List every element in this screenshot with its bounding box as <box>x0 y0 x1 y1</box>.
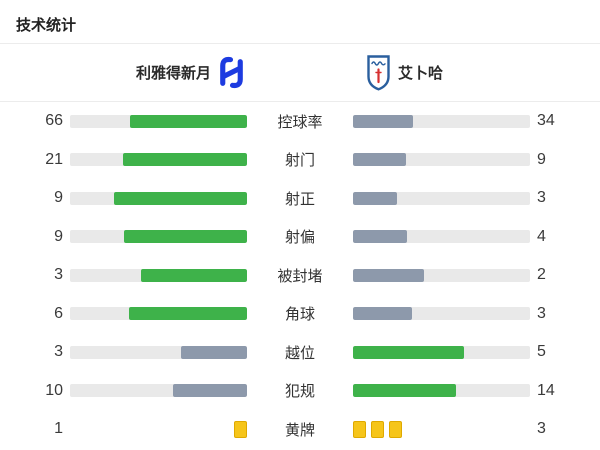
stat-row: 3 被封堵 2 <box>0 256 600 295</box>
home-team-header[interactable]: 利雅得新月 <box>0 55 300 90</box>
home-value: 10 <box>45 381 63 399</box>
home-value: 1 <box>54 420 63 438</box>
stat-row: 66 控球率 34 <box>0 102 600 141</box>
home-value: 21 <box>45 150 63 168</box>
away-bar <box>353 345 530 359</box>
away-team-header[interactable]: 艾卜哈 <box>300 54 600 91</box>
home-bar <box>70 153 247 167</box>
away-bar <box>353 384 530 398</box>
away-bar <box>353 420 530 438</box>
yellow-card-icon <box>353 420 366 438</box>
away-value: 14 <box>537 381 555 399</box>
home-bar <box>70 307 247 321</box>
away-value: 9 <box>537 150 546 168</box>
away-value: 3 <box>537 189 546 207</box>
away-bar <box>353 191 530 205</box>
stat-label: 射偏 <box>284 229 315 247</box>
away-value: 4 <box>537 227 546 245</box>
stat-row: 9 射偏 4 <box>0 218 600 257</box>
page-title: 技术统计 <box>0 0 600 44</box>
stat-label: 黄牌 <box>284 421 315 439</box>
home-value: 6 <box>54 304 63 322</box>
home-bar <box>70 230 247 244</box>
yellow-card-icon <box>371 420 384 438</box>
stat-row: 10 犯规 14 <box>0 372 600 411</box>
stat-row: 21 射门 9 <box>0 141 600 180</box>
away-value: 3 <box>537 304 546 322</box>
away-value: 34 <box>537 112 555 130</box>
stat-row: 9 射正 3 <box>0 179 600 218</box>
stats-rows: 66 控球率 34 21 射门 9 9 射正 3 9 射偏 4 3 被封堵 2 … <box>0 102 600 449</box>
stat-label: 被封堵 <box>277 267 323 285</box>
stat-label: 犯规 <box>284 383 315 401</box>
home-value: 66 <box>45 112 63 130</box>
home-team-name: 利雅得新月 <box>135 65 211 82</box>
stat-label: 控球率 <box>277 113 323 131</box>
away-bar <box>353 114 530 128</box>
stat-row: 6 角球 3 <box>0 295 600 334</box>
stat-row: 1 黄牌 3 <box>0 410 600 449</box>
abha-crest-icon <box>367 54 390 91</box>
stat-label: 射门 <box>284 152 315 170</box>
alhilal-crest-icon <box>218 55 245 90</box>
home-value: 9 <box>54 189 63 207</box>
home-value: 3 <box>54 343 63 361</box>
stat-label: 角球 <box>284 306 315 324</box>
away-bar <box>353 153 530 167</box>
home-value: 9 <box>54 227 63 245</box>
home-bar <box>70 420 247 438</box>
home-bar <box>70 384 247 398</box>
home-bar <box>70 191 247 205</box>
away-bar <box>353 230 530 244</box>
away-value: 3 <box>537 420 546 438</box>
teams-header: 利雅得新月 艾卜哈 <box>0 44 600 102</box>
away-value: 5 <box>537 343 546 361</box>
away-team-name: 艾卜哈 <box>398 65 444 82</box>
stat-label: 射正 <box>284 190 315 208</box>
home-bar <box>70 268 247 282</box>
away-bar <box>353 268 530 282</box>
yellow-card-icon <box>389 420 402 438</box>
away-bar <box>353 307 530 321</box>
home-bar <box>70 345 247 359</box>
home-bar <box>70 114 247 128</box>
home-value: 3 <box>54 266 63 284</box>
stat-row: 3 越位 5 <box>0 333 600 372</box>
stat-label: 越位 <box>284 344 315 362</box>
away-value: 2 <box>537 266 546 284</box>
yellow-card-icon <box>234 420 247 438</box>
